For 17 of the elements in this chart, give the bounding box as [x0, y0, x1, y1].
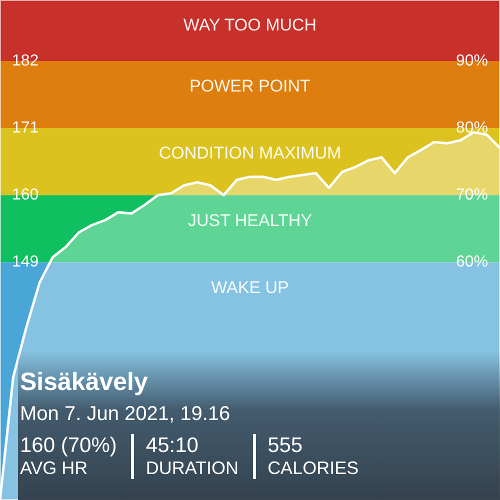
y-tick-label: 182 — [12, 52, 39, 70]
band-label: POWER POINT — [190, 76, 310, 96]
band-label: CONDITION MAXIMUM — [158, 144, 342, 163]
band-label: WAKE UP — [211, 278, 289, 297]
annotation: AVG HR — [20, 458, 89, 479]
annotation: 160 (70%) — [20, 434, 117, 458]
text: Mon 7. Jun 2021, 19.16 — [20, 403, 232, 426]
band-label: WAY TOO MUCH — [183, 16, 317, 35]
y2-tick-label: 80% — [456, 119, 488, 136]
annotation: 45:10 — [146, 434, 200, 458]
annotation: DURATION — [146, 458, 239, 479]
annotation: 555 — [268, 434, 304, 458]
band-label: JUST HEALTHY — [188, 210, 312, 230]
y-tick-label: 171 — [12, 119, 39, 136]
y2-tick-label: 90% — [456, 52, 488, 70]
annotation: CALORIES — [268, 458, 359, 479]
text: Sisäkävely — [20, 368, 149, 397]
